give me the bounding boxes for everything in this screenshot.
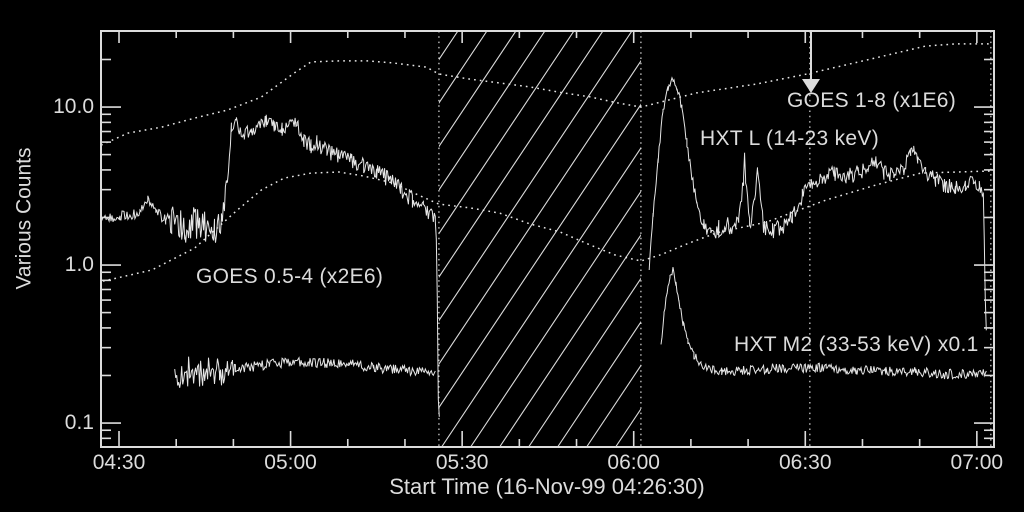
- axis-ticks: [101, 31, 994, 447]
- annotation-hxt-m2: HXT M2 (33-53 keV) x0.1: [734, 333, 979, 356]
- x-tick-label-0700: 07:00: [950, 451, 1004, 474]
- arrow-head-icon: [801, 79, 820, 93]
- series-2-trace: [101, 114, 440, 417]
- series-2-trace: [648, 76, 987, 331]
- annotation-goes-1-8: GOES 1-8 (x1E6): [787, 89, 957, 112]
- x-tick-label-0600: 06:00: [607, 451, 660, 474]
- y-tick-label-0p1: 0.1: [64, 411, 94, 435]
- y-axis-title: Various Counts: [12, 147, 36, 290]
- y-tick-label-10: 10.0: [53, 95, 94, 119]
- plot-inner: [101, 31, 992, 447]
- x-tick-label-0430: 04:30: [92, 451, 146, 474]
- annotation-goes-0p5-4: GOES 0.5-4 (x2E6): [196, 265, 384, 288]
- x-axis-title: Start Time (16-Nov-99 04:26:30): [389, 474, 705, 499]
- satellite-night-hatch: [438, 31, 641, 447]
- x-tick-label-0500: 05:00: [264, 451, 317, 474]
- plot-frame: [100, 30, 995, 448]
- series-1-dotted: [102, 170, 991, 282]
- x-tick-label-0530: 05:30: [435, 451, 489, 474]
- annotation-hxt-l: HXT L (14-23 keV): [700, 127, 880, 150]
- series-3-trace: [174, 356, 436, 388]
- x-tick-label-0630: 06:30: [778, 451, 832, 474]
- y-tick-label-1: 1.0: [64, 253, 94, 277]
- series-3-trace: [660, 267, 987, 380]
